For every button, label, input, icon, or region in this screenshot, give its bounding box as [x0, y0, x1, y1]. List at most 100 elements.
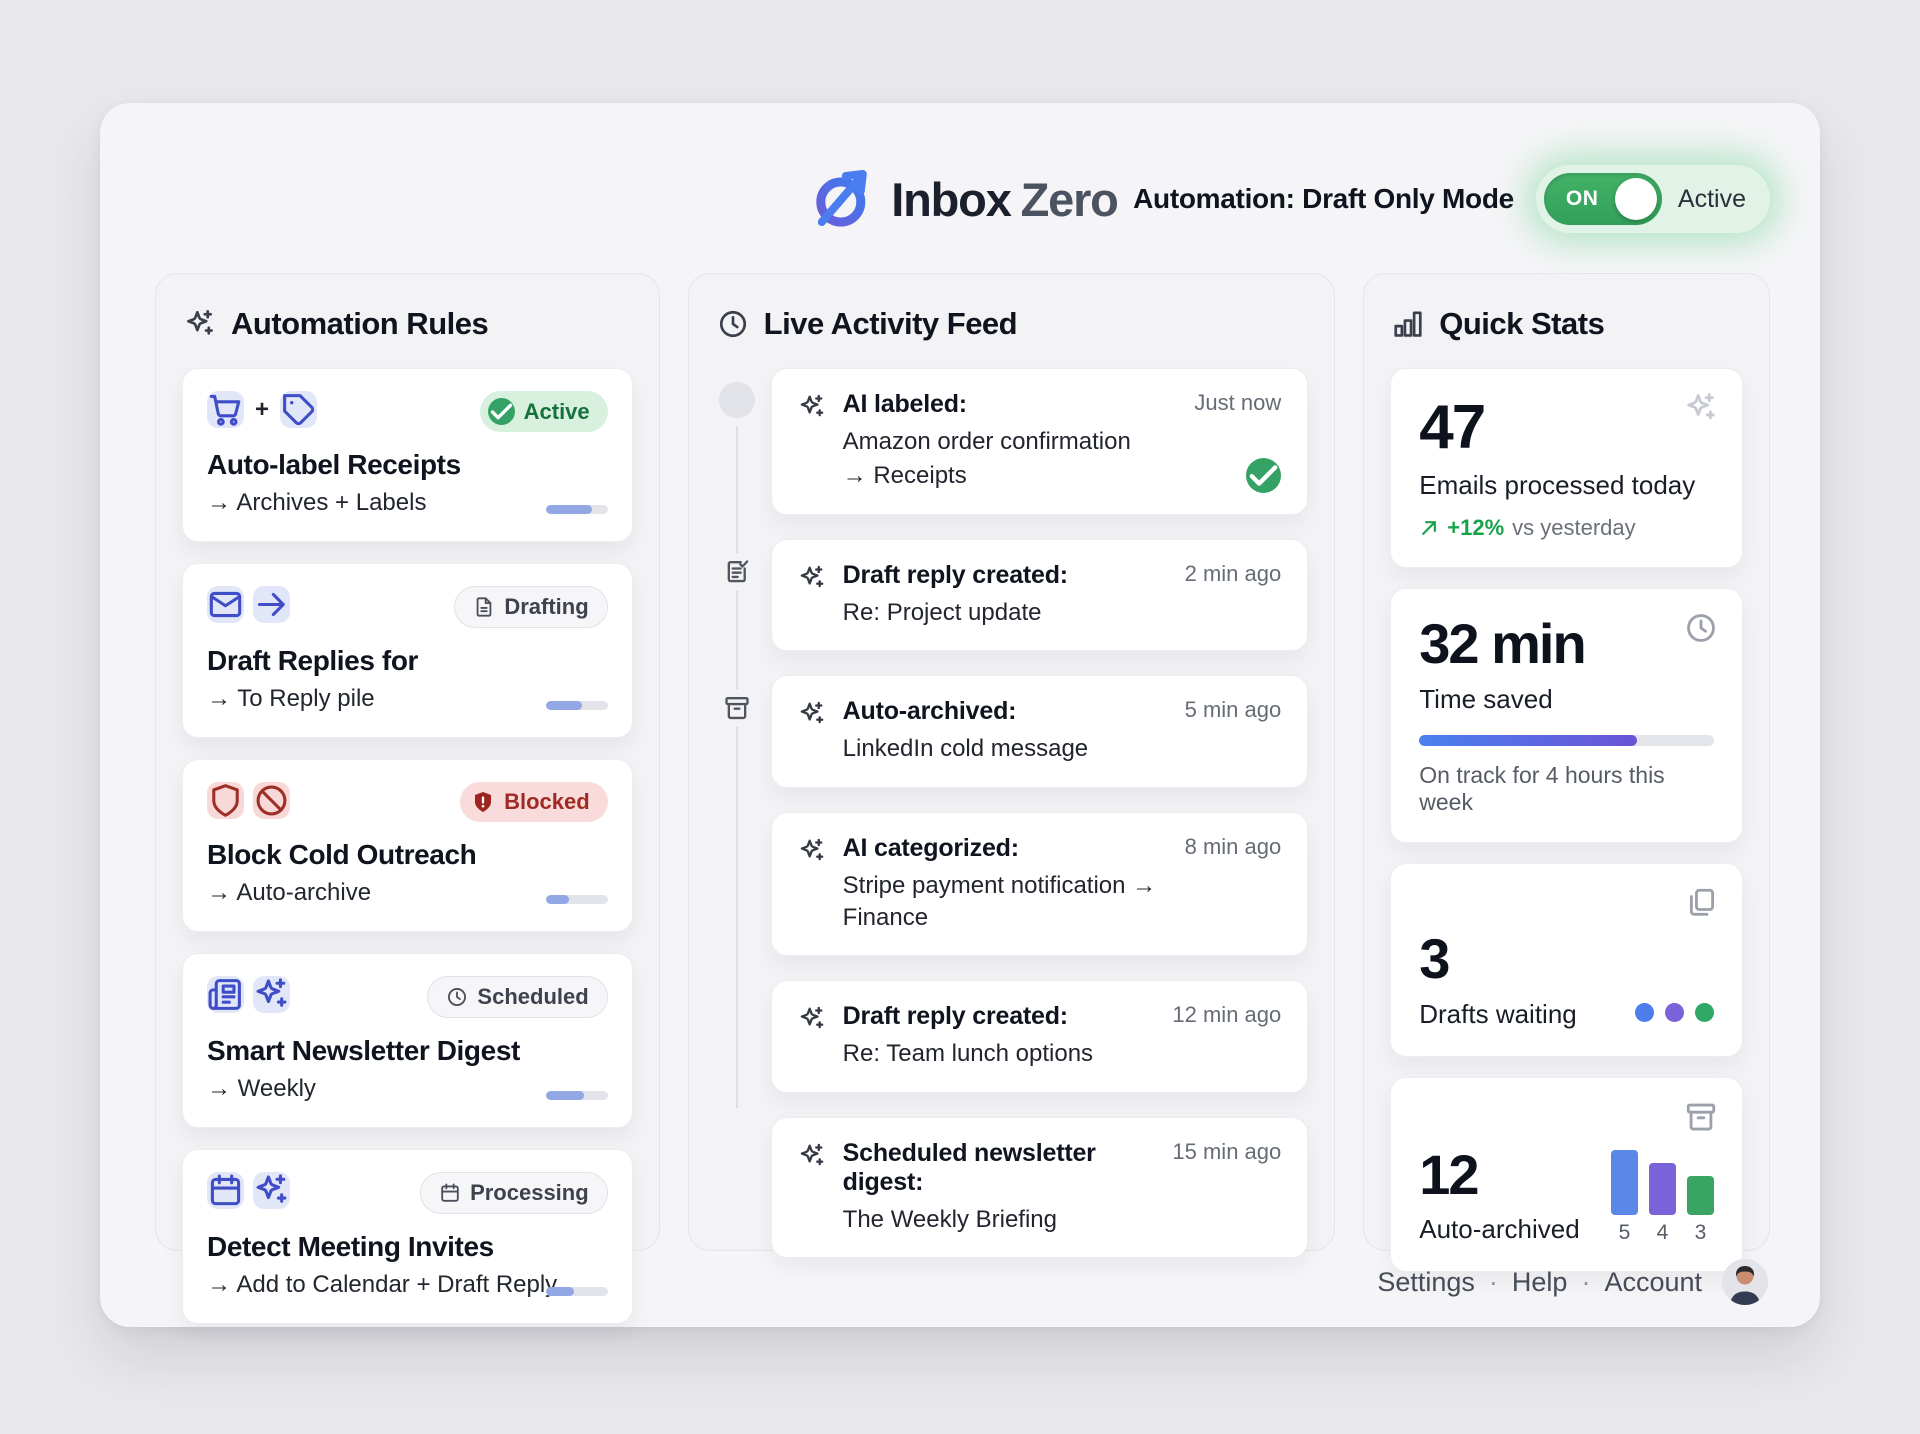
rule-card-detect-meeting-invites[interactable]: Processing Detect Meeting Invites → Add … — [182, 1149, 633, 1324]
sparkles-icon — [798, 1142, 826, 1170]
newspaper-icon — [207, 976, 244, 1013]
stat-value: 47 — [1419, 393, 1486, 462]
calendar-icon — [207, 1172, 244, 1209]
file-text-icon — [473, 596, 495, 618]
clock-icon — [717, 308, 749, 340]
toggle-status-label: Active — [1677, 184, 1746, 213]
status-badge-scheduled: Scheduled — [427, 976, 608, 1018]
stat-card-auto-archived: 12 Auto-archived 5 4 — [1390, 1076, 1743, 1273]
feed-item-title: Scheduled newsletter digest: — [842, 1138, 1096, 1196]
app-title: Inbox Zero — [891, 172, 1119, 226]
stat-card-time-saved: 32 min Time saved On track for 4 hours t… — [1390, 588, 1743, 843]
rule-title: Block Cold Outreach — [207, 839, 477, 870]
bar-chart-icon — [1392, 308, 1424, 340]
automation-rules-title: Automation Rules — [231, 306, 489, 341]
rule-progress-bar — [545, 505, 608, 514]
rule-action: → Add to Calendar + Draft Reply — [207, 1271, 558, 1298]
clock-icon — [446, 986, 468, 1008]
stat-card-emails-processed: 47 Emails processed today +12% vs yester… — [1390, 368, 1743, 569]
rule-title: Detect Meeting Invites — [207, 1231, 494, 1262]
help-link[interactable]: Help — [1511, 1266, 1568, 1297]
rule-progress-bar — [545, 701, 608, 710]
draft-status-dots — [1635, 1002, 1714, 1030]
cart-icon — [207, 391, 244, 428]
chart-bar — [1649, 1163, 1676, 1216]
feed-item-detail: Stripe payment notification → Finance — [842, 871, 1157, 931]
feed-item-ai-labeled[interactable]: AI labeled: Amazon order confirmation → … — [718, 368, 1309, 515]
activity-feed-title: Live Activity Feed — [763, 306, 1018, 341]
feed-item-detail: Re: Project update — [842, 598, 1042, 626]
settings-link[interactable]: Settings — [1377, 1266, 1475, 1297]
sparkles-icon — [798, 700, 826, 728]
rule-progress-bar — [545, 895, 608, 904]
status-badge-drafting: Drafting — [454, 586, 608, 628]
feed-item-draft-reply-project[interactable]: Draft reply created: Re: Project update … — [722, 538, 1309, 652]
live-activity-feed-panel: Live Activity Feed AI labeled: Amazon or… — [687, 273, 1336, 1259]
rule-title: Smart Newsletter Digest — [207, 1035, 520, 1066]
archive-icon — [1684, 1100, 1718, 1134]
feed-item-detail: → Receipts — [842, 462, 967, 490]
automation-toggle[interactable]: ON — [1543, 173, 1662, 225]
toggle-knob[interactable] — [1614, 178, 1657, 220]
sparkles-icon — [798, 837, 826, 865]
feed-item-title: Draft reply created: — [842, 560, 1068, 589]
rule-title: Auto-label Receipts — [207, 449, 461, 480]
rule-card-smart-newsletter-digest[interactable]: Scheduled Smart Newsletter Digest → Week… — [182, 953, 633, 1128]
rule-card-auto-label-receipts[interactable]: + Active Auto-label Receipts → Archives … — [182, 368, 633, 542]
dot-green — [1695, 1002, 1714, 1022]
rule-progress-bar — [545, 1287, 608, 1296]
copy-icon — [1684, 886, 1718, 920]
stat-value: 32 min — [1419, 612, 1586, 676]
feed-item-ai-categorized[interactable]: AI categorized: Stripe payment notificat… — [770, 811, 1309, 957]
status-badge-processing: Processing — [420, 1172, 608, 1214]
account-link[interactable]: Account — [1604, 1266, 1702, 1297]
dot-blue — [1635, 1002, 1654, 1022]
ban-icon — [253, 782, 290, 819]
rule-action: → Weekly — [207, 1075, 316, 1102]
stat-value: 12 — [1419, 1142, 1479, 1206]
rule-card-draft-replies[interactable]: Drafting Draft Replies for → To Reply pi… — [182, 563, 633, 738]
sparkles-icon — [253, 976, 290, 1013]
chart-bar-label: 3 — [1694, 1221, 1707, 1245]
stat-value: 3 — [1419, 926, 1450, 990]
feed-item-draft-reply-lunch[interactable]: Draft reply created: Re: Team lunch opti… — [770, 980, 1309, 1093]
check-circle-icon — [487, 398, 515, 425]
stat-label: Auto-archived — [1419, 1214, 1580, 1245]
quick-stats-panel: Quick Stats 47 Emails processed today +1… — [1363, 273, 1770, 1273]
status-badge-active: Active — [479, 391, 608, 432]
feed-item-time: Just now — [1194, 390, 1282, 415]
chart-bar — [1611, 1150, 1638, 1216]
status-badge-blocked: Blocked — [460, 782, 608, 822]
chart-bar — [1687, 1176, 1714, 1216]
rule-card-block-cold-outreach[interactable]: Blocked Block Cold Outreach → Auto-archi… — [182, 759, 633, 932]
sparkles-icon — [184, 308, 216, 340]
user-avatar[interactable] — [1722, 1259, 1768, 1305]
feed-item-title: AI labeled: — [842, 390, 967, 418]
separator: · — [1488, 1266, 1498, 1297]
rule-title: Draft Replies for — [207, 645, 419, 676]
trend-suffix: vs yesterday — [1512, 515, 1636, 541]
feed-item-auto-archived[interactable]: Auto-archived: LinkedIn cold message 5 m… — [722, 675, 1309, 788]
stat-label: Time saved — [1419, 683, 1553, 714]
header: Inbox Zero Automation: Draft Only Mode ON… — [155, 139, 1770, 259]
feed-item-time: 15 min ago — [1172, 1138, 1282, 1164]
footer: Settings · Help · Account — [1377, 1259, 1768, 1305]
sparkles-icon — [798, 393, 826, 421]
feed-item-scheduled-newsletter[interactable]: Scheduled newsletter digest: The Weekly … — [770, 1116, 1309, 1259]
app-logo: Inbox Zero — [807, 166, 1119, 232]
feed-item-detail: Amazon order confirmation — [842, 428, 1131, 455]
rule-action: → To Reply pile — [207, 685, 375, 712]
chart-bar-label: 4 — [1656, 1221, 1669, 1245]
feed-item-detail: Re: Team lunch options — [842, 1040, 1094, 1068]
icon-join-label: + — [255, 395, 270, 423]
automation-mode-label: Automation: Draft Only Mode — [1133, 183, 1514, 214]
feed-item-time: 12 min ago — [1172, 1002, 1282, 1028]
stat-caption: On track for 4 hours this week — [1419, 761, 1665, 815]
app-panel: Inbox Zero Automation: Draft Only Mode ON… — [100, 103, 1820, 1327]
rule-action: → Archives + Labels — [207, 489, 427, 516]
chart-bar-label: 5 — [1618, 1221, 1631, 1245]
rule-action: → Auto-archive — [207, 879, 372, 906]
automation-toggle-group: ON Active — [1535, 165, 1770, 233]
sparkles-icon — [798, 564, 826, 592]
dot-purple — [1665, 1002, 1684, 1022]
